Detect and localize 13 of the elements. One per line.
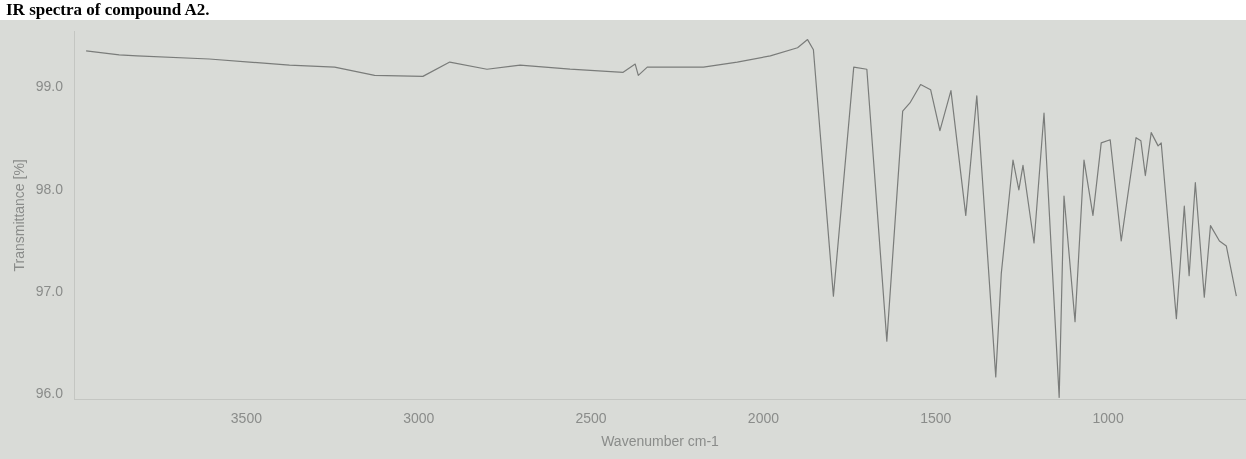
x-tick-label: 1500	[920, 409, 952, 426]
y-axis-title: Transmittance [%]	[11, 159, 28, 272]
x-tick-label: 3500	[230, 409, 263, 426]
x-tick-label: 3000	[403, 409, 435, 426]
x-tick-label: 2000	[747, 409, 780, 426]
x-tick-label: 2500	[575, 409, 607, 426]
y-tick-label: 99.0	[35, 78, 64, 95]
y-tick-label: 98.0	[35, 180, 64, 197]
x-axis-title: Wavenumber cm-1	[601, 433, 720, 450]
y-tick-label: 97.0	[35, 282, 64, 299]
y-tick-label: 96.0	[35, 385, 64, 402]
x-tick-label: 1000	[1092, 409, 1124, 426]
chart-title: IR spectra of compound A2.	[6, 0, 210, 20]
